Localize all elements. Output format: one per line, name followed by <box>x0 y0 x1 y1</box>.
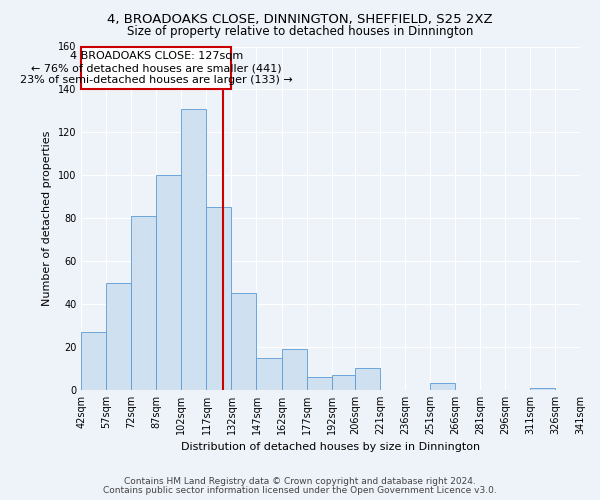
Bar <box>181 108 206 390</box>
Bar <box>332 375 355 390</box>
Bar <box>256 358 281 390</box>
Bar <box>157 176 181 390</box>
Bar <box>82 46 232 90</box>
Bar <box>281 349 307 390</box>
Text: Size of property relative to detached houses in Dinnington: Size of property relative to detached ho… <box>127 25 473 38</box>
Text: Contains public sector information licensed under the Open Government Licence v3: Contains public sector information licen… <box>103 486 497 495</box>
Bar <box>106 282 131 390</box>
Bar <box>530 388 555 390</box>
Text: 4, BROADOAKS CLOSE, DINNINGTON, SHEFFIELD, S25 2XZ: 4, BROADOAKS CLOSE, DINNINGTON, SHEFFIEL… <box>107 12 493 26</box>
Text: 23% of semi-detached houses are larger (133) →: 23% of semi-detached houses are larger (… <box>20 76 293 86</box>
Bar <box>355 368 380 390</box>
Bar <box>206 208 232 390</box>
Text: ← 76% of detached houses are smaller (441): ← 76% of detached houses are smaller (44… <box>31 64 282 74</box>
Bar <box>82 332 106 390</box>
Bar <box>232 294 256 390</box>
Bar <box>430 384 455 390</box>
Text: Contains HM Land Registry data © Crown copyright and database right 2024.: Contains HM Land Registry data © Crown c… <box>124 477 476 486</box>
Bar <box>131 216 157 390</box>
Bar <box>307 377 332 390</box>
Text: 4 BROADOAKS CLOSE: 127sqm: 4 BROADOAKS CLOSE: 127sqm <box>70 51 243 61</box>
Y-axis label: Number of detached properties: Number of detached properties <box>43 130 52 306</box>
X-axis label: Distribution of detached houses by size in Dinnington: Distribution of detached houses by size … <box>181 442 480 452</box>
